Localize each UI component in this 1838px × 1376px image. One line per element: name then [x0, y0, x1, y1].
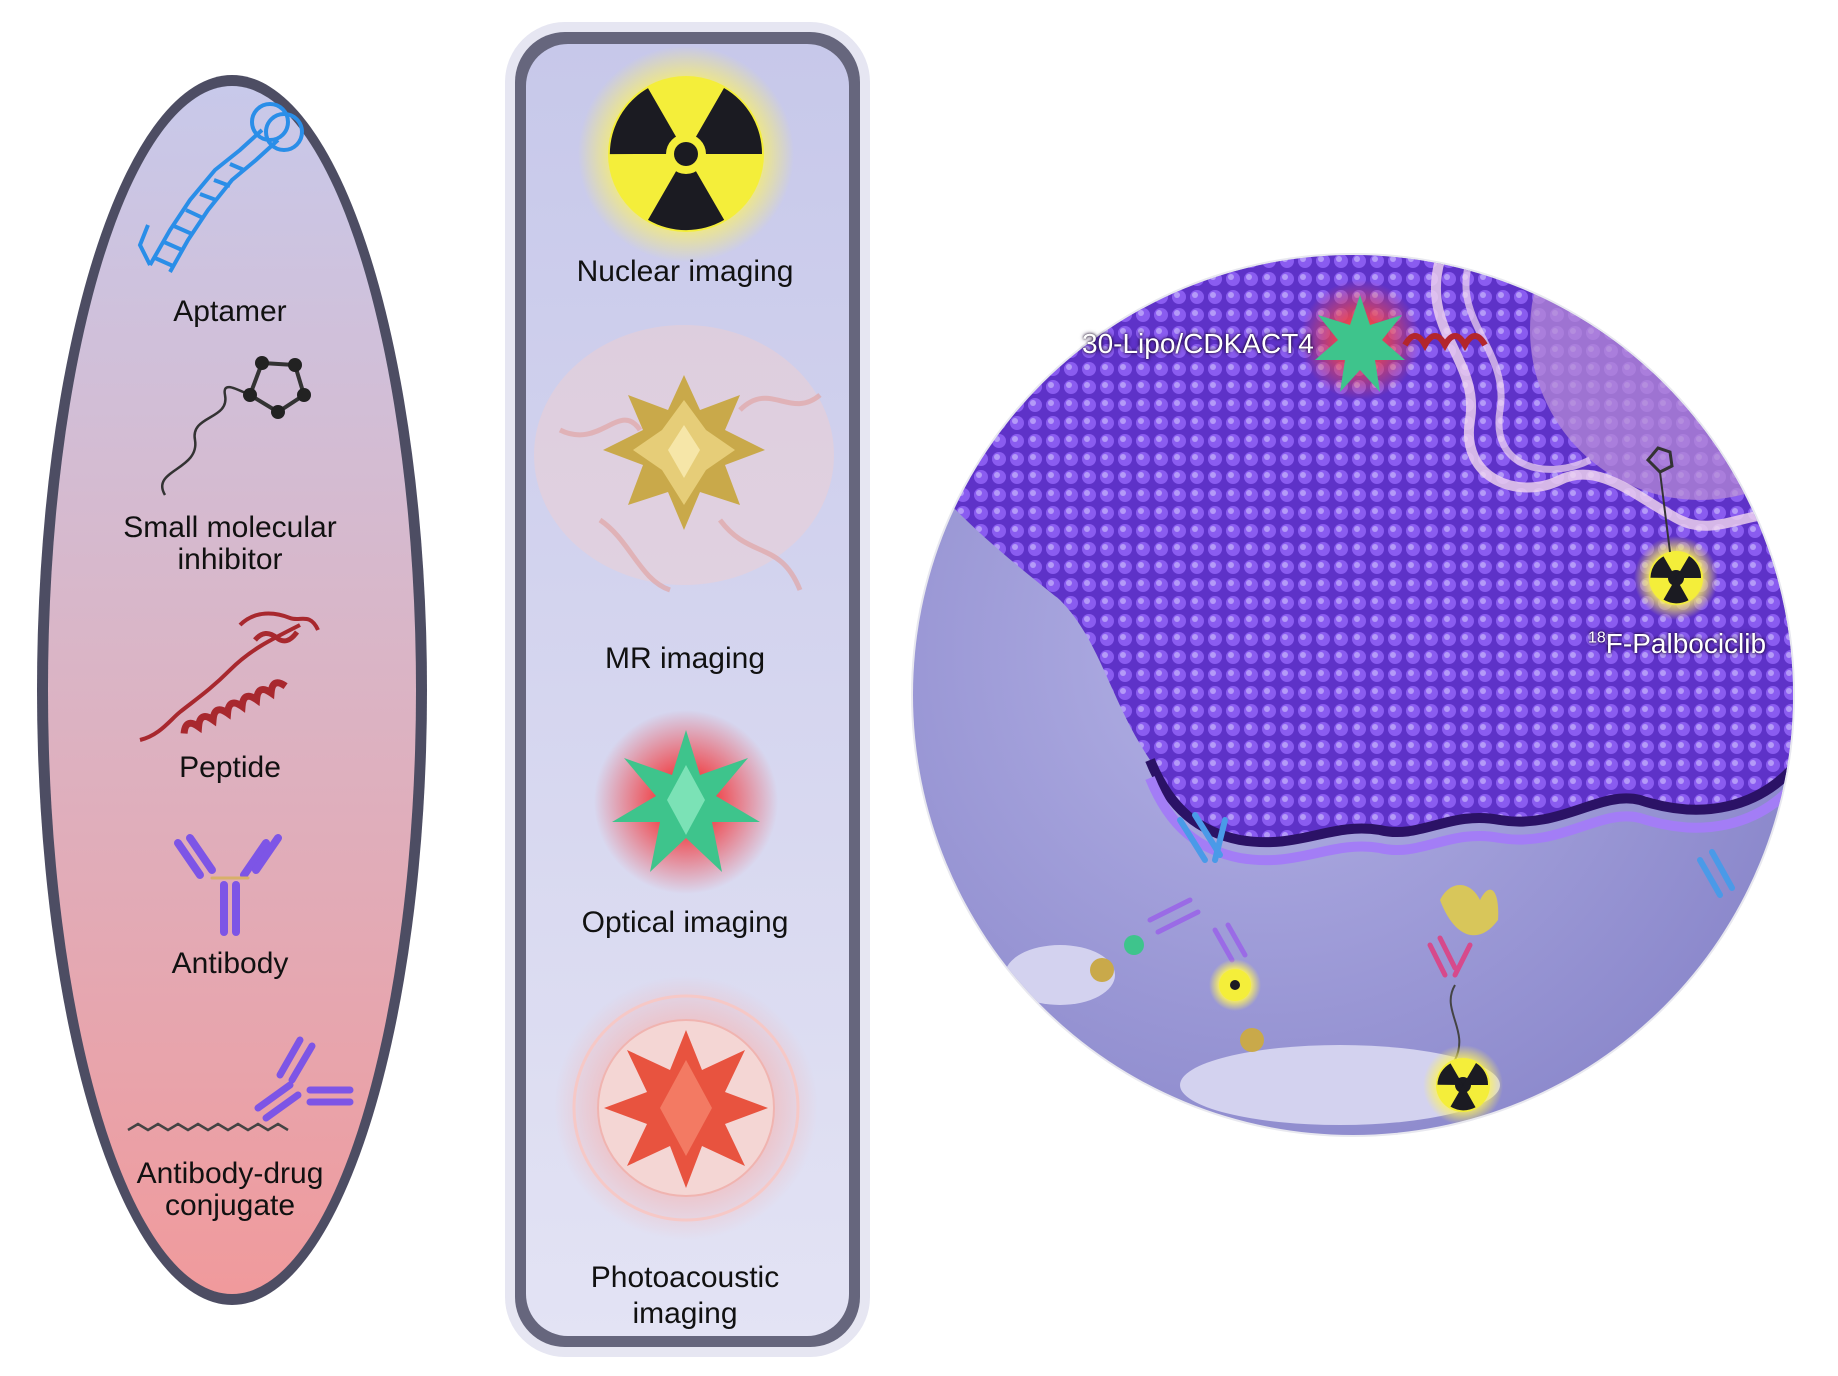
red-star-icon — [554, 976, 818, 1240]
small-molecule-label: Small molecular inhibitor — [123, 511, 337, 576]
antibody-label: Antibody — [171, 947, 289, 980]
small-molecule-icon — [161, 356, 311, 496]
gold-nanoparticle-icon — [534, 325, 834, 593]
green-star-icon — [594, 710, 778, 894]
mr-imaging-label: MR imaging — [604, 642, 766, 675]
radiation-icon — [578, 46, 794, 262]
ligand-panel — [37, 75, 427, 1305]
photoacoustic-imaging-label: Photoacoustic imaging — [590, 1261, 780, 1330]
cell-illustration — [911, 253, 1795, 1137]
aptamer-icon — [137, 102, 304, 273]
adc-icon — [127, 1036, 354, 1132]
adc-label: Antibody-drug conjugate — [136, 1157, 324, 1222]
palbociclib-name: F-Palbociclib — [1605, 628, 1767, 659]
peptide-icon — [139, 611, 320, 742]
probe-label: 30-Lipo/CDKACT4 — [1082, 328, 1314, 359]
peptide-label: Peptide — [179, 751, 281, 784]
antibody-icon — [174, 834, 282, 936]
nuclear-imaging-label: Nuclear imaging — [576, 255, 794, 288]
optical-imaging-label: Optical imaging — [581, 906, 789, 939]
palbociclib-label: 18F-Palbociclib — [1588, 628, 1766, 660]
isotope-mass: 18 — [1588, 629, 1606, 647]
aptamer-label: Aptamer — [173, 295, 287, 328]
